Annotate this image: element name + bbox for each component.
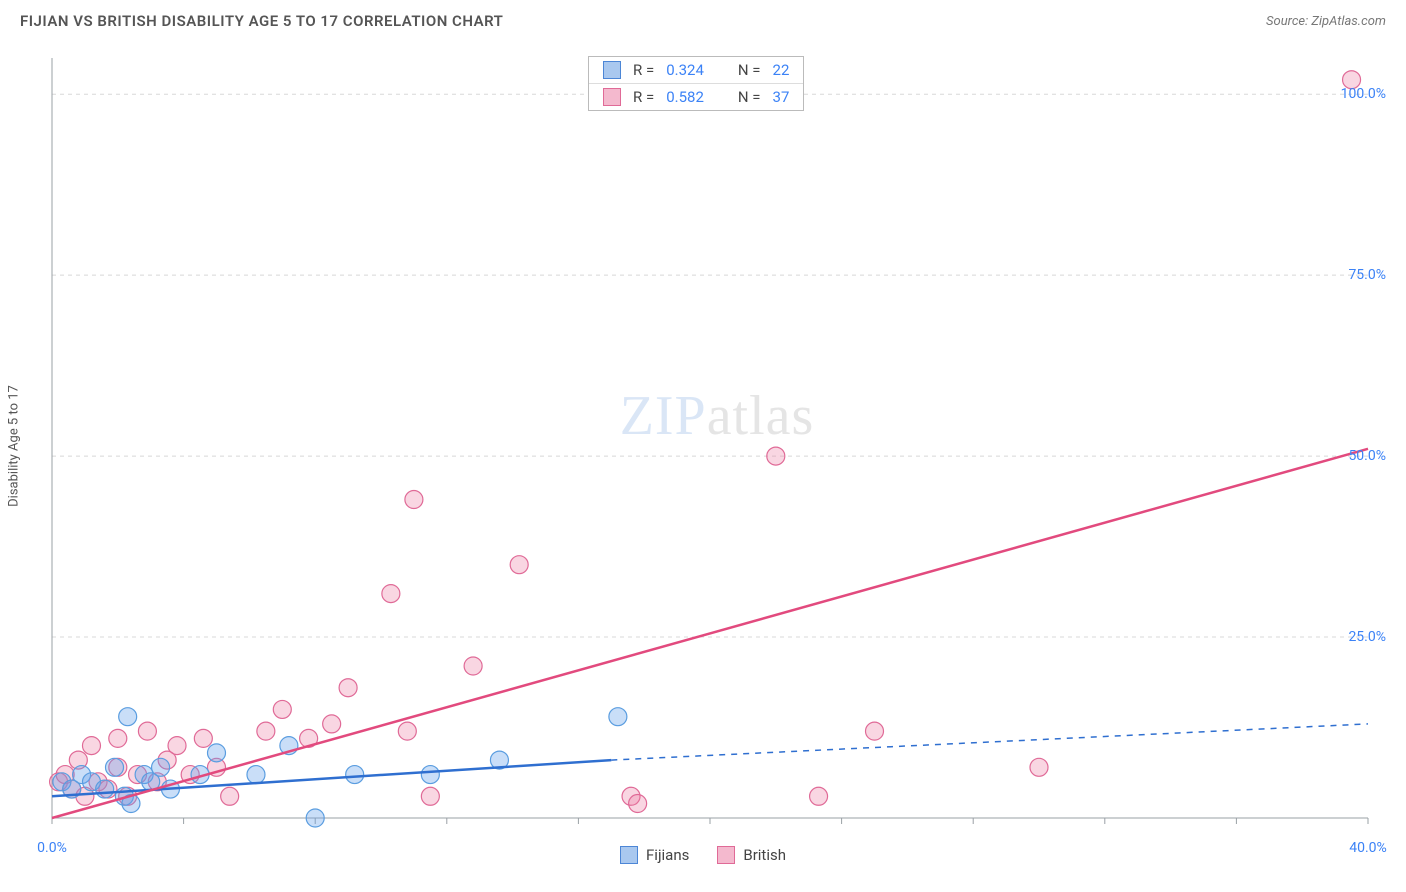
x-tick-label: 40.0% <box>1349 840 1387 856</box>
stats-legend-row: R = 0.582 N = 37 <box>589 83 803 110</box>
y-tick-label: 100.0% <box>1341 86 1386 102</box>
n-label: N = <box>738 88 761 106</box>
scatter-plot <box>48 48 1386 832</box>
legend-swatch-icon <box>620 846 638 864</box>
x-tick-label: 0.0% <box>37 840 67 856</box>
stats-legend-row: R = 0.324 N = 22 <box>589 57 803 83</box>
r-label: R = <box>633 88 654 106</box>
r-value: 0.324 <box>666 61 704 79</box>
r-value: 0.582 <box>666 88 704 106</box>
chart-area: ZIPatlas R =0.324N =22R =0.582N =37 25.0… <box>48 48 1386 832</box>
n-label: N = <box>738 61 761 79</box>
stats-legend: R = 0.324 N = 22 R = 0.582 N = 37 <box>588 56 804 111</box>
r-label: R = <box>633 61 654 79</box>
legend-swatch-icon <box>603 61 621 79</box>
series-legend: Fijians British <box>620 846 786 864</box>
legend-item-british: British <box>717 846 786 864</box>
y-tick-label: 75.0% <box>1348 267 1386 283</box>
y-tick-label: 50.0% <box>1348 448 1386 464</box>
chart-title: FIJIAN VS BRITISH DISABILITY AGE 5 TO 17… <box>20 12 503 30</box>
source-label: Source: ZipAtlas.com <box>1266 14 1386 29</box>
legend-item-fijians: Fijians <box>620 846 689 864</box>
legend-swatch-icon <box>717 846 735 864</box>
legend-label: Fijians <box>646 846 689 864</box>
legend-swatch-icon <box>603 88 621 106</box>
legend-label: British <box>743 846 786 864</box>
y-axis-title: Disability Age 5 to 17 <box>7 385 22 507</box>
y-tick-label: 25.0% <box>1348 629 1386 645</box>
n-value: 37 <box>773 88 790 106</box>
n-value: 22 <box>773 61 790 79</box>
